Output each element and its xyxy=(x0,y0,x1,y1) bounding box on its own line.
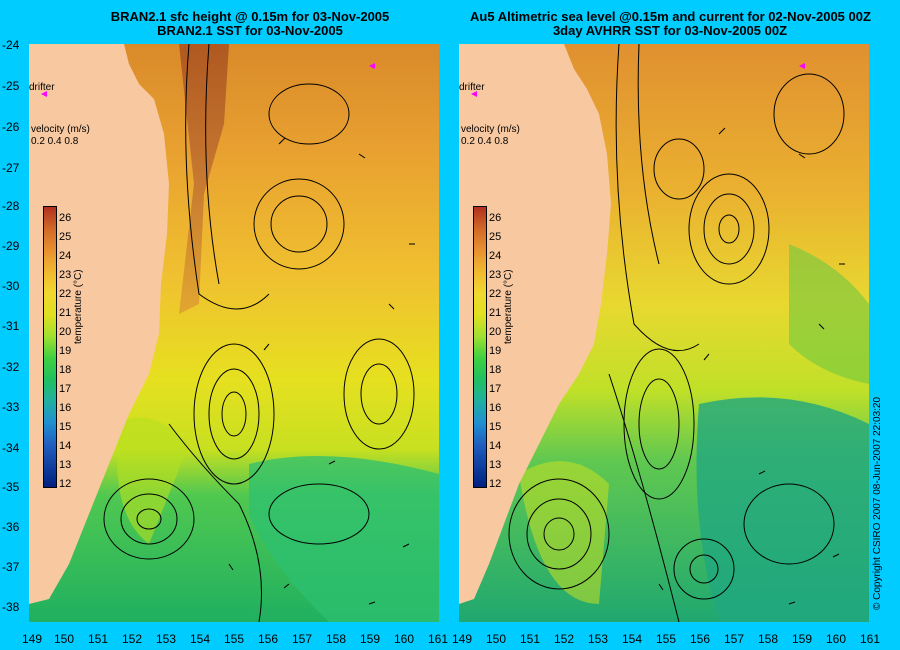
y-tick: -28 xyxy=(2,199,20,213)
right-map-panel: drifter velocity (m/s) 0.2 0.4 0.8 26 25… xyxy=(459,44,869,622)
colorbar-tick: 13 xyxy=(489,459,502,471)
x-tick: 158 xyxy=(326,632,347,646)
colorbar-tick: 22 xyxy=(489,288,502,300)
colorbar-title: temperature (°C) xyxy=(503,269,514,344)
colorbar-tick: 23 xyxy=(489,269,502,281)
drifter-icon xyxy=(799,63,805,69)
x-tick: 156 xyxy=(690,632,711,646)
colorbar-tick: 25 xyxy=(59,231,72,243)
y-tick: -26 xyxy=(2,120,20,134)
y-tick: -32 xyxy=(2,360,20,374)
right-map-svg xyxy=(459,44,869,622)
x-tick: 155 xyxy=(224,632,245,646)
colorbar-tick: 22 xyxy=(59,288,72,300)
x-tick: 153 xyxy=(156,632,177,646)
x-tick: 160 xyxy=(826,632,847,646)
colorbar-tick: 16 xyxy=(489,402,502,414)
x-tick: 150 xyxy=(54,632,75,646)
left-title-line1: BRAN2.1 sfc height @ 0.15m for 03-Nov-20… xyxy=(110,9,390,24)
colorbar xyxy=(43,206,57,488)
colorbar-tick: 15 xyxy=(59,421,72,433)
y-tick: -38 xyxy=(2,600,20,614)
velocity-legend-scale: 0.2 0.4 0.8 xyxy=(461,136,509,147)
x-tick: 159 xyxy=(792,632,813,646)
drifter-icon xyxy=(41,91,47,97)
colorbar-tick: 26 xyxy=(489,212,502,224)
drifter-icon xyxy=(369,63,375,69)
x-tick: 161 xyxy=(428,632,449,646)
drifter-label: drifter xyxy=(459,82,485,93)
y-tick: -25 xyxy=(2,79,20,93)
drifter-icon xyxy=(471,91,477,97)
x-tick: 153 xyxy=(588,632,609,646)
left-title: BRAN2.1 sfc height @ 0.15m for 03-Nov-20… xyxy=(60,10,440,38)
x-tick: 149 xyxy=(452,632,473,646)
colorbar-tick: 12 xyxy=(489,478,502,490)
right-title-line2: 3day AVHRR SST for 03-Nov-2005 00Z xyxy=(552,23,788,38)
x-tick: 152 xyxy=(554,632,575,646)
x-tick: 157 xyxy=(724,632,745,646)
drifter-label: drifter xyxy=(29,82,55,93)
y-tick: -33 xyxy=(2,400,20,414)
colorbar-tick: 19 xyxy=(489,345,502,357)
x-tick: 160 xyxy=(394,632,415,646)
y-tick: -30 xyxy=(2,279,20,293)
colorbar-tick: 16 xyxy=(59,402,72,414)
velocity-legend-title: velocity (m/s) xyxy=(31,124,90,135)
colorbar-tick: 14 xyxy=(489,440,502,452)
colorbar-tick: 14 xyxy=(59,440,72,452)
velocity-legend: velocity (m/s) 0.2 0.4 0.8 xyxy=(31,124,90,148)
x-tick: 156 xyxy=(258,632,279,646)
y-tick: -27 xyxy=(2,161,20,175)
x-tick: 149 xyxy=(22,632,43,646)
x-tick: 157 xyxy=(292,632,313,646)
x-tick: 155 xyxy=(656,632,677,646)
left-title-line2: BRAN2.1 SST for 03-Nov-2005 xyxy=(157,23,343,38)
left-map-svg xyxy=(29,44,439,622)
colorbar-tick: 19 xyxy=(59,345,72,357)
velocity-legend-scale: 0.2 0.4 0.8 xyxy=(31,136,79,147)
colorbar-tick: 13 xyxy=(59,459,72,471)
y-tick: -34 xyxy=(2,441,20,455)
colorbar-tick: 24 xyxy=(489,250,502,262)
colorbar-tick: 12 xyxy=(59,478,72,490)
colorbar xyxy=(473,206,487,488)
velocity-legend: velocity (m/s) 0.2 0.4 0.8 xyxy=(461,124,520,148)
right-title: Au5 Altimetric sea level @0.15m and curr… xyxy=(470,9,871,38)
velocity-legend-title: velocity (m/s) xyxy=(461,124,520,135)
colorbar-tick: 20 xyxy=(489,326,502,338)
right-title-line1: Au5 Altimetric sea level @0.15m and curr… xyxy=(470,9,871,24)
y-tick: -29 xyxy=(2,239,20,253)
y-tick: -24 xyxy=(2,38,20,52)
x-tick: 159 xyxy=(360,632,381,646)
x-tick: 154 xyxy=(190,632,211,646)
colorbar-tick: 20 xyxy=(59,326,72,338)
y-tick: -36 xyxy=(2,520,20,534)
colorbar-tick: 24 xyxy=(59,250,72,262)
x-tick: 154 xyxy=(622,632,643,646)
x-tick: 151 xyxy=(88,632,109,646)
x-tick: 158 xyxy=(758,632,779,646)
x-tick: 152 xyxy=(122,632,143,646)
colorbar-tick: 18 xyxy=(489,364,502,376)
copyright-text: © Copyright CSIRO 2007 08-Jun-2007 22:03… xyxy=(872,396,883,610)
x-tick: 161 xyxy=(860,632,881,646)
y-tick: -31 xyxy=(2,319,20,333)
y-tick: -37 xyxy=(2,560,20,574)
colorbar-tick: 21 xyxy=(489,307,502,319)
colorbar-tick: 17 xyxy=(59,383,72,395)
left-map-panel: drifter velocity (m/s) 0.2 0.4 0.8 26 25… xyxy=(29,44,439,622)
colorbar-tick: 23 xyxy=(59,269,72,281)
colorbar-tick: 21 xyxy=(59,307,72,319)
colorbar-tick: 18 xyxy=(59,364,72,376)
x-tick: 150 xyxy=(486,632,507,646)
colorbar-tick: 15 xyxy=(489,421,502,433)
colorbar-title: temperature (°C) xyxy=(73,269,84,344)
colorbar-tick: 25 xyxy=(489,231,502,243)
y-tick: -35 xyxy=(2,480,20,494)
colorbar-tick: 26 xyxy=(59,212,72,224)
colorbar-tick: 17 xyxy=(489,383,502,395)
x-tick: 151 xyxy=(520,632,541,646)
